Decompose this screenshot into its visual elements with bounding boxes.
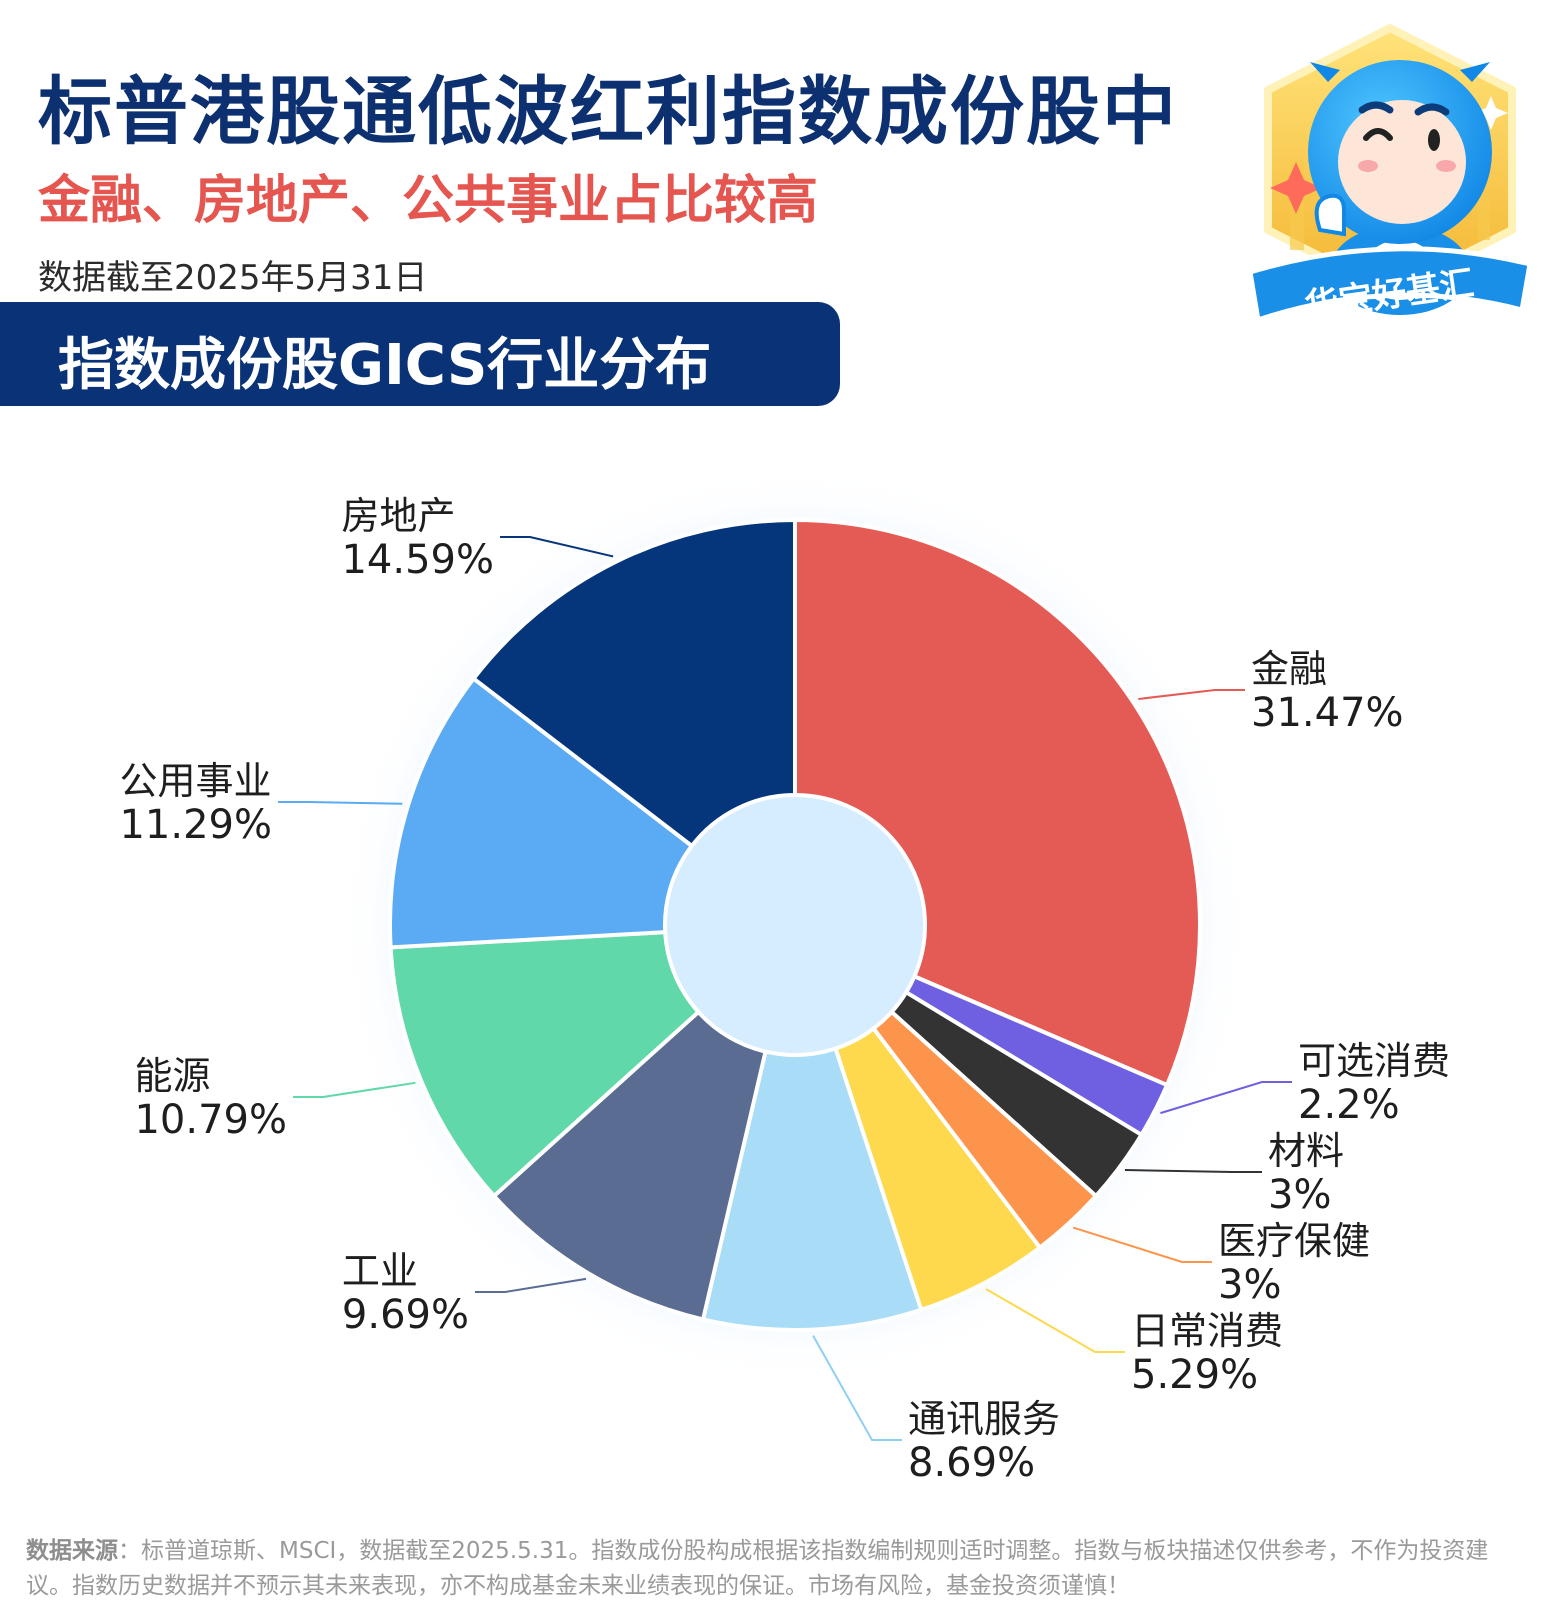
slice-label-value-1: 2.2%: [1298, 1082, 1400, 1128]
leader-line-9: [500, 536, 614, 558]
slice-label-name-0: 金融: [1251, 647, 1327, 691]
slice-label-value-8: 11.29%: [119, 802, 272, 848]
page-subtitle: 金融、房地产、公共事业占比较高: [38, 171, 819, 231]
leader-line-5: [812, 1335, 902, 1441]
leader-line-1: [1160, 1081, 1292, 1115]
section-banner: 指数成份股GICS行业分布: [0, 302, 840, 406]
leader-line-6: [475, 1277, 587, 1293]
slice-label-value-6: 9.69%: [342, 1292, 469, 1338]
leader-line-3: [1072, 1226, 1212, 1263]
slice-label-name-6: 工业: [342, 1249, 418, 1293]
footnote-source-label: 数据来源: [26, 1538, 118, 1564]
slice-label-value-4: 5.29%: [1131, 1352, 1258, 1398]
pie-slice-7: [388, 930, 701, 1198]
slice-label-value-5: 8.69%: [908, 1440, 1035, 1486]
slice-label-name-9: 房地产: [341, 494, 455, 538]
mascot-icon: 华宝好基汇: [1247, 24, 1533, 327]
leader-line-2: [1124, 1169, 1262, 1173]
slice-label-name-3: 医疗保健: [1218, 1219, 1370, 1263]
brand-mascot-badge: 华宝好基汇: [1247, 20, 1533, 340]
slice-label-name-4: 日常消费: [1131, 1309, 1283, 1353]
footnote: 数据来源：标普道琼斯、MSCI，数据截至2025.5.31。指数成份股构成根据该…: [26, 1534, 1526, 1604]
pie-slice-8: [388, 676, 694, 950]
slice-label-value-0: 31.47%: [1251, 690, 1404, 736]
slice-label-value-3: 3%: [1218, 1262, 1281, 1308]
slice-label-value-7: 10.79%: [134, 1097, 287, 1143]
data-date: 数据截至2025年5月31日: [38, 258, 428, 298]
slice-label-value-2: 3%: [1268, 1172, 1331, 1218]
pie-slice-0: [793, 518, 1202, 1088]
leader-line-4: [985, 1288, 1125, 1353]
slice-label-name-8: 公用事业: [119, 759, 271, 803]
pie-slice-5: [701, 1046, 924, 1332]
leader-line-8: [278, 801, 403, 805]
slice-label-name-5: 通讯服务: [908, 1397, 1060, 1441]
slice-label-name-2: 材料: [1268, 1129, 1344, 1173]
pie-slice-6: [492, 1009, 768, 1322]
slice-label-value-9: 14.59%: [341, 537, 494, 583]
slice-label-name-1: 可选消费: [1298, 1039, 1450, 1083]
section-banner-title: 指数成份股GICS行业分布: [58, 333, 712, 398]
leader-line-0: [1138, 689, 1245, 700]
footnote-text: ：标普道琼斯、MSCI，数据截至2025.5.31。指数成份股构成根据该指数编制…: [26, 1538, 1489, 1599]
page-title: 标普港股通低波红利指数成份股中: [38, 69, 1178, 155]
slice-label-name-7: 能源: [134, 1054, 210, 1098]
pie-slice-9: [471, 518, 797, 848]
leader-line-7: [293, 1081, 416, 1098]
industry-donut-chart: 金融31.47%可选消费2.2%材料3%医疗保健3%日常消费5.29%通讯服务8…: [119, 465, 1450, 1486]
